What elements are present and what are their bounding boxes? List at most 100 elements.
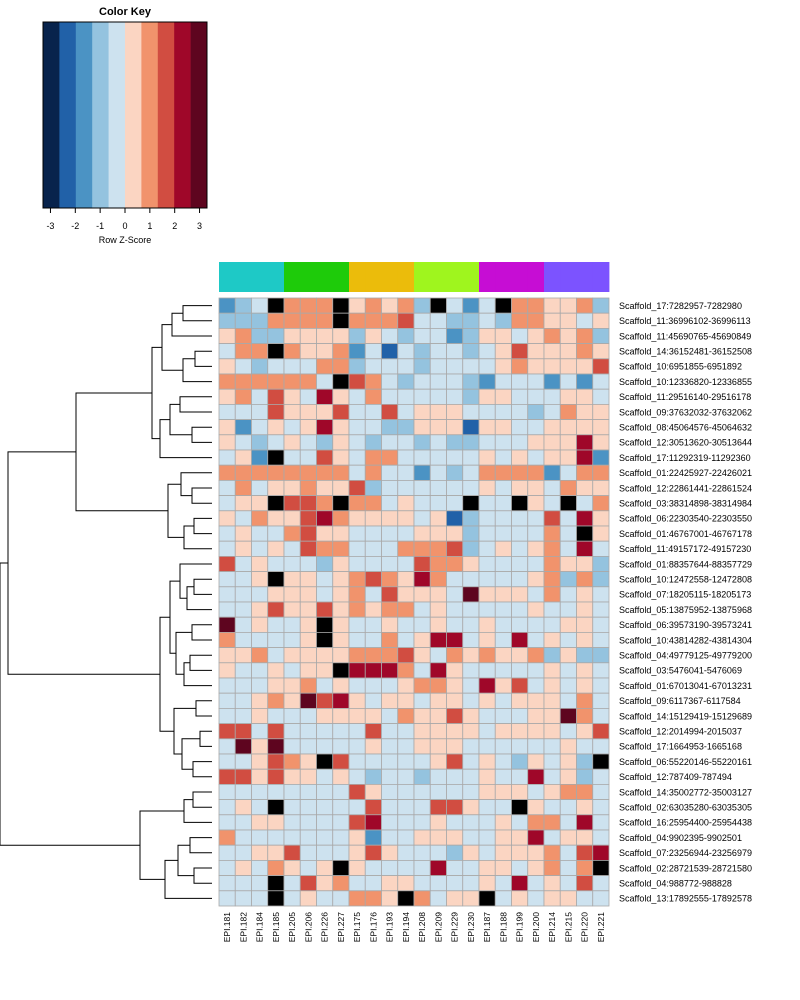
heatmap-cell (332, 510, 350, 527)
heatmap-cell (559, 434, 577, 451)
heatmap-cell (494, 799, 512, 816)
heatmap-cell (316, 601, 334, 618)
row-label: Scaffold_04:49779125-49779200 (619, 651, 752, 661)
heatmap-cell (576, 829, 594, 846)
heatmap-cell (267, 784, 285, 801)
heatmap-cell (559, 677, 577, 694)
heatmap-cell (299, 647, 317, 664)
heatmap-cell (494, 829, 512, 846)
heatmap-cell (494, 677, 512, 694)
heatmap-cell (511, 647, 529, 664)
heatmap-cell (511, 692, 529, 709)
heatmap-cell (429, 738, 447, 755)
heatmap-cell (494, 753, 512, 770)
heatmap-cell (413, 723, 431, 740)
color-key-tick-label: 1 (147, 221, 152, 231)
heatmap-cell (397, 434, 415, 451)
heatmap-cell (234, 799, 252, 816)
heatmap-cell (527, 829, 545, 846)
heatmap-cell (251, 449, 269, 466)
heatmap-cell (429, 890, 447, 907)
heatmap-cell (527, 495, 545, 512)
heatmap-cell (267, 692, 285, 709)
heatmap-cell (592, 844, 610, 861)
heatmap-cell (462, 540, 480, 557)
heatmap-cell (592, 449, 610, 466)
heatmap-cell (446, 510, 464, 527)
heatmap-cell (462, 495, 480, 512)
heatmap-cell (527, 525, 545, 542)
heatmap-cell (299, 388, 317, 405)
heatmap-cell (478, 373, 496, 390)
heatmap-cell (494, 358, 512, 375)
heatmap-cell (511, 723, 529, 740)
heatmap-cell (267, 343, 285, 360)
heatmap-cell (381, 510, 399, 527)
heatmap-cell (267, 814, 285, 831)
heatmap-cell (559, 403, 577, 420)
heatmap-cell (527, 632, 545, 649)
heatmap-cell (478, 358, 496, 375)
heatmap-cell (543, 768, 561, 785)
color-key-tick-label: -2 (71, 221, 79, 231)
heatmap-cell (348, 662, 366, 679)
group-color-cell (479, 262, 496, 292)
dendrogram-link (191, 487, 212, 504)
heatmap-cell (364, 495, 382, 512)
heatmap-cell (299, 403, 317, 420)
dendrogram-link (159, 419, 212, 459)
heatmap-cell (527, 708, 545, 725)
heatmap-cell (332, 343, 350, 360)
heatmap-cell (299, 753, 317, 770)
heatmap-cell (576, 677, 594, 694)
heatmap-cell (316, 677, 334, 694)
heatmap-cell (446, 784, 464, 801)
heatmap-cell (364, 297, 382, 314)
heatmap-cell (364, 327, 382, 344)
heatmap-cell (559, 510, 577, 527)
heatmap-cell (511, 860, 529, 877)
heatmap-cell (267, 373, 285, 390)
heatmap-cell (494, 373, 512, 390)
heatmap-cell (397, 753, 415, 770)
heatmap-cell (543, 297, 561, 314)
heatmap-cell (429, 662, 447, 679)
row-label: Scaffold_14:15129419-15129689 (619, 711, 752, 721)
heatmap-cell (364, 388, 382, 405)
heatmap-cell (218, 844, 236, 861)
heatmap-cell (543, 616, 561, 633)
heatmap-cell (218, 753, 236, 770)
heatmap-cell (478, 571, 496, 588)
heatmap-cell (429, 799, 447, 816)
heatmap-cell (478, 890, 496, 907)
heatmap-cell (494, 647, 512, 664)
heatmap-cell (446, 312, 464, 329)
heatmap-cell (478, 464, 496, 481)
heatmap-cell (283, 692, 301, 709)
heatmap-cell (446, 677, 464, 694)
heatmap-cell (413, 327, 431, 344)
heatmap-cell (576, 540, 594, 557)
dendrogram-link (179, 396, 212, 413)
heatmap-cell (413, 844, 431, 861)
heatmap-cell (299, 510, 317, 527)
heatmap-cell (364, 449, 382, 466)
column-label: EPI.175 (352, 912, 362, 943)
heatmap-cell (559, 373, 577, 390)
heatmap-cell (218, 479, 236, 496)
heatmap-cell (478, 647, 496, 664)
dendrogram-link (180, 472, 212, 497)
heatmap-cell (429, 647, 447, 664)
heatmap-cell (332, 373, 350, 390)
heatmap-cell (397, 784, 415, 801)
heatmap-cell (446, 601, 464, 618)
color-key-bar (108, 22, 126, 208)
heatmap-cell (511, 708, 529, 725)
heatmap-cell (218, 540, 236, 557)
heatmap-cell (478, 860, 496, 877)
heatmap-cell (381, 677, 399, 694)
heatmap-cell (462, 632, 480, 649)
heatmap-cell (397, 692, 415, 709)
heatmap-cell (559, 449, 577, 466)
heatmap-cell (397, 510, 415, 527)
